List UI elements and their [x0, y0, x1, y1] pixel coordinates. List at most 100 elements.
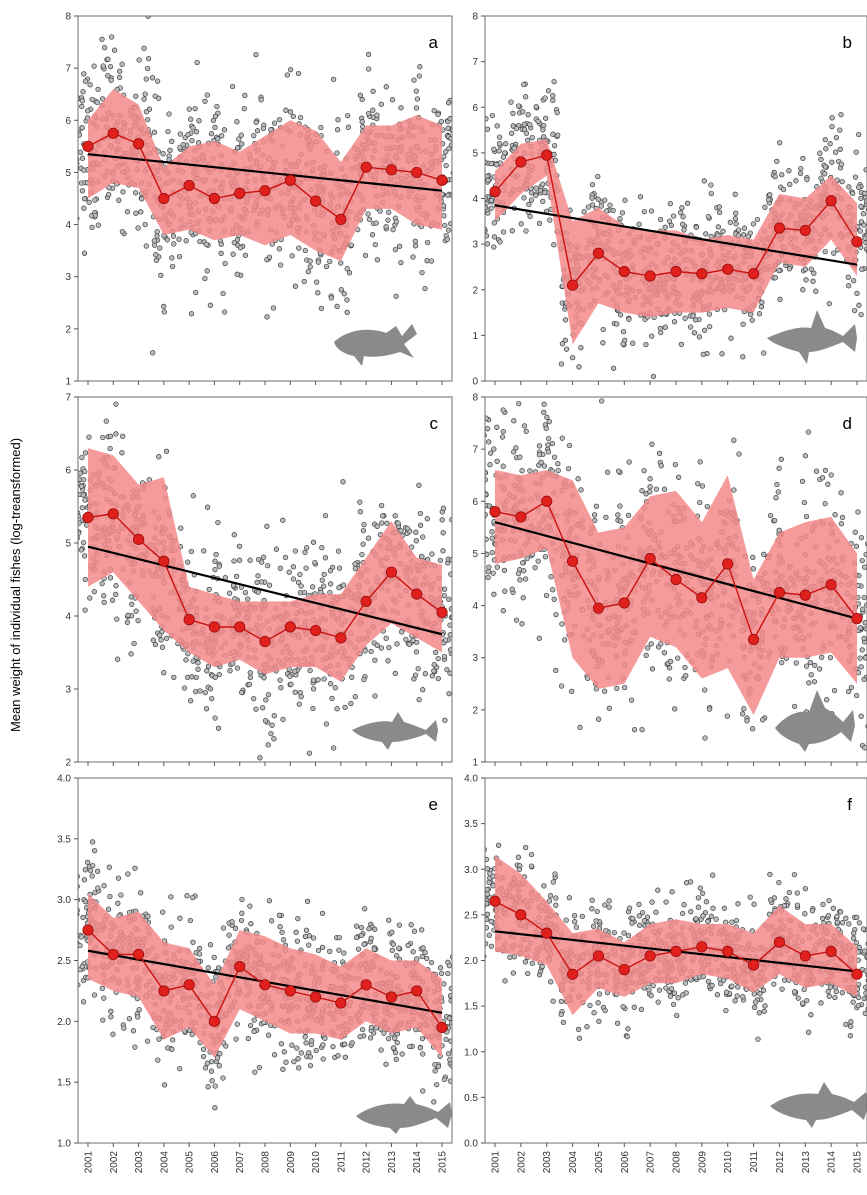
scatter-point [200, 1046, 207, 1052]
scatter-point [810, 278, 816, 284]
scatter-point [442, 637, 449, 643]
scatter-point [238, 132, 244, 138]
scatter-point [365, 110, 372, 117]
mean-point [696, 592, 708, 604]
scatter-point [672, 706, 678, 712]
scatter-point [410, 254, 416, 260]
scatter-point [595, 173, 601, 180]
scatter-point [683, 673, 689, 679]
scatter-point [251, 695, 257, 702]
scatter-point [327, 568, 334, 574]
scatter-point [550, 97, 556, 103]
scatter-point [232, 925, 239, 932]
scatter-point [617, 216, 623, 222]
scatter-point [706, 706, 713, 712]
scatter-point [491, 389, 496, 394]
scatter-point [822, 500, 828, 507]
trend-line [87, 153, 443, 192]
scatter-point [779, 172, 785, 178]
scatter-point [268, 730, 274, 737]
scatter-point [202, 689, 208, 696]
scatter-point [780, 186, 787, 193]
scatter-point [491, 234, 498, 240]
scatter-point [82, 468, 88, 475]
scatter-point [589, 202, 596, 208]
scatter-point [99, 96, 106, 102]
scatter-point [602, 197, 608, 203]
scatter-point [536, 220, 543, 227]
scatter-point [658, 641, 664, 647]
scatter-point [384, 520, 390, 526]
scatter-point [447, 647, 452, 653]
scatter-point [85, 859, 91, 866]
scatter-point [120, 433, 126, 439]
scatter-point [668, 222, 675, 229]
scatter-point [446, 227, 452, 233]
scatter-point [80, 492, 86, 498]
scatter-point [716, 209, 723, 216]
scatter-point [431, 668, 437, 674]
scatter-point [848, 684, 855, 691]
scatter-point [704, 503, 710, 510]
mean-point [335, 213, 347, 225]
y-tick-label: 6 [472, 103, 478, 114]
scatter-point [675, 474, 682, 480]
scatter-point [857, 228, 864, 234]
scatter-point [511, 449, 517, 455]
scatter-point [142, 221, 148, 228]
scatter-point [360, 541, 366, 547]
scatter-point [550, 131, 556, 137]
scatter-point [863, 551, 867, 558]
scatter-point [428, 258, 435, 264]
scatter-point [619, 210, 626, 216]
scatter-point [485, 415, 489, 421]
scatter-point [803, 513, 810, 520]
scatter-point [832, 512, 838, 518]
scatter-point [412, 243, 419, 249]
scatter-point [446, 690, 452, 697]
scatter-point [247, 670, 253, 676]
scatter-point [176, 236, 182, 242]
scatter-point [525, 112, 531, 118]
mean-point [183, 614, 195, 626]
scatter-point [777, 296, 783, 302]
y-axis-label: Mean weight of individual fishes (log-tr… [8, 438, 23, 732]
scatter-point [650, 373, 657, 380]
scatter-point [210, 117, 217, 124]
scatter-point [192, 105, 198, 112]
scatter-point [236, 543, 243, 549]
mean-point [773, 586, 786, 599]
scatter-point [81, 250, 88, 256]
scatter-point [521, 81, 527, 88]
y-tick-label: 3 [472, 653, 478, 664]
scatter-point [443, 162, 449, 169]
scatter-point [158, 637, 164, 643]
scatter-point [105, 906, 112, 912]
scatter-point [578, 345, 584, 351]
scatter-point [168, 894, 174, 900]
scatter-point [606, 705, 612, 711]
scatter-point [636, 221, 642, 227]
scatter-point [799, 478, 806, 485]
scatter-point [786, 168, 792, 174]
scatter-point [161, 303, 167, 310]
mean-point [360, 161, 372, 173]
scatter-point [490, 570, 496, 576]
scatter-point [184, 893, 190, 899]
scatter-point [513, 125, 520, 132]
scatter-point [647, 489, 653, 495]
scatter-point [672, 461, 679, 468]
scatter-point [406, 641, 412, 647]
y-tick-label: 3 [472, 240, 478, 251]
scatter-point [315, 259, 321, 265]
y-tick-label: 6 [65, 466, 71, 477]
scatter-point [344, 112, 351, 119]
scatter-point [513, 617, 520, 623]
scatter-point [617, 312, 624, 318]
scatter-point [604, 469, 611, 475]
mean-point [618, 265, 630, 278]
scatter-point [107, 575, 114, 581]
scatter-point [323, 263, 330, 270]
